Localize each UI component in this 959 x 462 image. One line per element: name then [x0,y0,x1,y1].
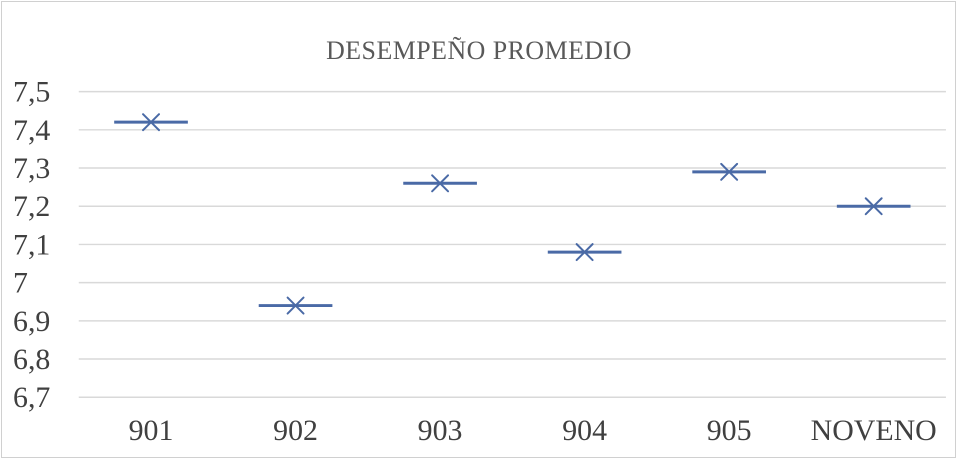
y-tick-label: 7,1 [13,228,50,261]
x-marker-stroke [431,174,450,193]
x-marker-stroke [575,243,594,262]
y-tick-label: 7,2 [13,190,50,223]
y-tick-label: 6,9 [13,305,50,338]
y-tick-label: 7 [13,267,28,300]
x-marker-stroke [142,113,160,132]
x-marker-stroke [720,162,739,181]
x-tick-label: 902 [273,414,318,447]
y-tick-label: 7,5 [13,76,50,109]
x-tick-label: 905 [707,414,752,447]
x-tick-label: 903 [418,414,463,447]
x-tick-label: NOVENO [811,414,937,447]
data-point-903 [403,174,477,193]
data-point-905 [692,162,766,181]
data-point-904 [547,243,622,262]
data-marks [114,113,911,315]
chart-title: DESEMPEÑO PROMEDIO [326,36,632,65]
x-marker-stroke [286,296,305,315]
data-point-901 [114,113,188,132]
x-tick-label: 901 [129,414,174,447]
x-axis-ticks: 901 902 903 904 905 NOVENO [129,414,937,447]
y-tick-label: 7,3 [13,152,50,185]
data-point-noveno [836,197,911,216]
x-marker-stroke [864,197,883,216]
x-tick-label: 904 [562,414,607,447]
y-tick-label: 6,7 [13,381,50,414]
y-axis-ticks: 6,7 6,8 6,9 7 7,1 7,2 7,3 7,4 7,5 [13,76,50,415]
gridlines [78,90,946,399]
data-point-902 [258,296,333,315]
average-performance-chart: DESEMPEÑO PROMEDIO 6,7 6,8 6,9 7 7,1 7,2 7,3 7,… [13,36,946,447]
y-tick-label: 6,8 [13,343,50,376]
y-tick-label: 7,4 [13,114,50,147]
